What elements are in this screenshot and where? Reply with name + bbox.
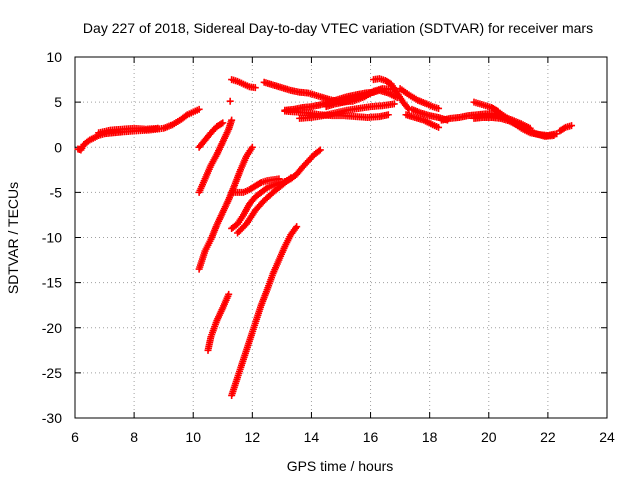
series-arc-u <box>556 122 576 135</box>
y-tick-label: 5 <box>54 94 62 110</box>
data-points <box>74 75 576 399</box>
y-axis-label: SDTVAR / TECUs <box>5 182 21 294</box>
y-tick-label: -25 <box>42 365 62 381</box>
data-point <box>404 104 412 112</box>
data-point <box>226 97 234 105</box>
x-tick-labels: 6 8 10 12 14 16 18 20 22 24 <box>71 429 615 445</box>
data-point <box>384 111 392 119</box>
y-tick-label: -5 <box>50 184 63 200</box>
series-arc-g <box>228 175 283 196</box>
y-tick-label: -30 <box>42 410 62 426</box>
x-axis-label: GPS time / hours <box>287 458 394 474</box>
y-tick-label: 0 <box>54 139 62 155</box>
data-point <box>154 124 162 132</box>
series-arc-b <box>195 116 236 196</box>
y-tick-label: -20 <box>42 320 62 336</box>
data-point <box>315 147 323 155</box>
data-point <box>390 100 398 108</box>
data-point <box>256 179 264 187</box>
data-point <box>251 84 259 92</box>
data-point <box>560 124 568 132</box>
series-arc-l2 <box>296 100 398 122</box>
x-tick-label: 8 <box>130 429 138 445</box>
x-tick-label: 6 <box>71 429 79 445</box>
y-tick-label: -10 <box>42 230 62 246</box>
data-point <box>195 105 203 113</box>
chart-title: Day 227 of 2018, Sidereal Day-to-day VTE… <box>83 20 593 36</box>
series-arc-c <box>195 143 256 273</box>
data-point <box>293 223 301 231</box>
data-point <box>217 120 225 128</box>
x-tick-label: 24 <box>599 429 615 445</box>
data-point <box>225 290 233 298</box>
series-arc-n <box>370 75 413 113</box>
data-point <box>285 175 293 183</box>
series-arc-p <box>402 111 443 131</box>
y-tick-labels: 10 5 0 -5 -10 -15 -20 -25 -30 <box>42 49 62 426</box>
data-point <box>228 116 236 124</box>
series-arc-main-b <box>95 124 162 137</box>
x-tick-label: 10 <box>185 429 201 445</box>
series-arc-h <box>226 97 234 105</box>
series-arc-i <box>228 76 259 92</box>
series-arc-l <box>281 107 392 121</box>
x-tick-label: 20 <box>481 429 497 445</box>
series-arc-m <box>322 86 401 111</box>
x-tick-label: 16 <box>363 429 379 445</box>
data-point <box>219 119 227 127</box>
data-point <box>287 174 295 182</box>
data-point <box>316 146 324 154</box>
axis-ticks <box>74 56 608 419</box>
series-arc-t <box>491 105 561 140</box>
series-arc-a <box>195 119 227 151</box>
x-tick-label: 22 <box>540 429 556 445</box>
series-arc-g2 <box>234 174 295 237</box>
x-tick-label: 14 <box>304 429 320 445</box>
data-point <box>435 123 443 131</box>
series-arc-o <box>396 85 443 112</box>
data-point <box>275 175 283 183</box>
x-tick-label: 18 <box>422 429 438 445</box>
series-arc-e <box>228 223 301 399</box>
y-tick-label: 10 <box>46 49 62 65</box>
y-tick-label: -15 <box>42 275 62 291</box>
data-point <box>435 104 443 112</box>
series-arc-f <box>228 146 324 232</box>
data-point <box>568 122 576 130</box>
data-point <box>248 143 256 151</box>
series-arc-d <box>204 290 233 354</box>
x-tick-label: 12 <box>245 429 261 445</box>
